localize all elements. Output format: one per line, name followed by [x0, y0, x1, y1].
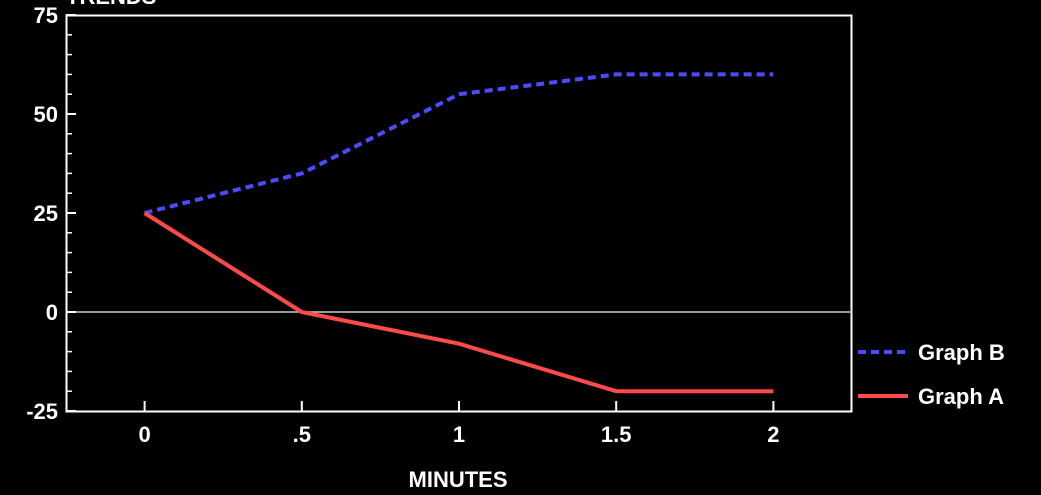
x-axis-label: MINUTES: [409, 467, 508, 492]
graph-b-line: [144, 72, 774, 215]
legend-label-graph-b: Graph B: [918, 340, 1005, 365]
legend: Graph B Graph A: [858, 340, 1005, 409]
x-axis-ticks: 0 .5 1 1.5 2: [138, 401, 780, 447]
y-tick-label: 75: [34, 3, 58, 28]
y-tick-label: 25: [34, 201, 58, 226]
legend-label-graph-a: Graph A: [918, 384, 1004, 409]
y-axis-ticks: 75 50 25 0 -25: [26, 3, 76, 424]
x-tick-label: 1.5: [601, 422, 632, 447]
x-tick-label: 2: [767, 422, 779, 447]
series-layer: [143, 72, 774, 394]
y-tick-label: -25: [26, 399, 58, 424]
y-tick-label: 50: [34, 102, 58, 127]
x-tick-label: 1: [453, 422, 465, 447]
x-tick-label: 0: [138, 422, 150, 447]
graph-a-line: [143, 211, 774, 394]
y-minor-ticks: [66, 34, 72, 392]
x-tick-label: .5: [293, 422, 311, 447]
y-tick-label: 0: [46, 300, 58, 325]
chart-title: TRENDS: [66, 0, 156, 9]
